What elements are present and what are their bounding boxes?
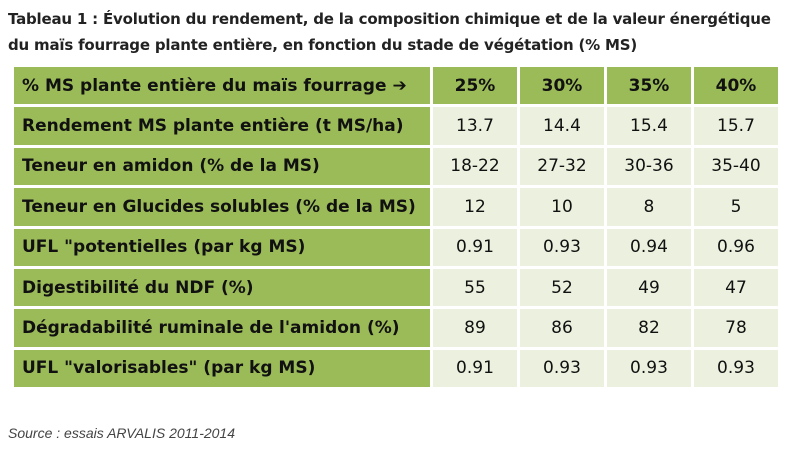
table-cell: 89 [432,309,517,347]
caption-line-1: Tableau 1 : Évolution du rendement, de l… [8,10,771,28]
table-cell: 78 [693,309,778,347]
header-column-40: 40% [693,67,778,105]
table-cell: 5 [693,188,778,226]
data-table-container: % MS plante entière du maïs fourrage ➔ 25… [11,64,781,390]
table-cell: 10 [519,188,604,226]
table-cell: 82 [606,309,691,347]
table-cell: 47 [693,268,778,307]
table-cell: 35-40 [693,147,778,186]
table-caption: Tableau 1 : Évolution du rendement, de l… [8,6,788,58]
table-cell: 0.91 [432,228,517,266]
table-cell: 0.91 [432,349,517,387]
table-cell: 52 [519,268,604,307]
table-cell: 0.93 [519,349,604,387]
table-cell: 55 [432,268,517,307]
table-row: Teneur en amidon (% de la MS) 18-22 27-3… [14,147,778,186]
table-cell: 27-32 [519,147,604,186]
table-header-row: % MS plante entière du maïs fourrage ➔ 25… [14,67,778,105]
table-row: UFL "valorisables" (par kg MS) 0.91 0.93… [14,349,778,387]
table-cell: 18-22 [432,147,517,186]
header-column-35: 35% [606,67,691,105]
row-label: Rendement MS plante entière (t MS/ha) [14,107,430,145]
table-row: Dégradabilité ruminale de l'amidon (%) 8… [14,309,778,347]
table-cell: 0.93 [519,228,604,266]
table-cell: 12 [432,188,517,226]
table-cell: 13.7 [432,107,517,145]
table-cell: 0.96 [693,228,778,266]
row-label: Teneur en Glucides solubles (% de la MS) [14,188,430,226]
table-cell: 8 [606,188,691,226]
right-arrow-icon: ➔ [392,75,407,96]
table-cell: 15.7 [693,107,778,145]
row-label: Teneur en amidon (% de la MS) [14,147,430,186]
table-row: Teneur en Glucides solubles (% de la MS)… [14,188,778,226]
row-label: Digestibilité du NDF (%) [14,268,430,307]
header-label: % MS plante entière du maïs fourrage [22,75,387,96]
caption-line-2: du maïs fourrage plante entière, en fonc… [8,36,637,54]
table-cell: 0.93 [606,349,691,387]
table-row: UFL "potentielles (par kg MS) 0.91 0.93 … [14,228,778,266]
row-label: Dégradabilité ruminale de l'amidon (%) [14,309,430,347]
table-cell: 0.94 [606,228,691,266]
table-cell: 86 [519,309,604,347]
table-cell: 49 [606,268,691,307]
table-cell: 15.4 [606,107,691,145]
header-label-cell: % MS plante entière du maïs fourrage ➔ [14,67,430,105]
table-cell: 30-36 [606,147,691,186]
table-row: Rendement MS plante entière (t MS/ha) 13… [14,107,778,145]
table-cell: 0.93 [693,349,778,387]
header-column-25: 25% [432,67,517,105]
source-note: Source : essais ARVALIS 2011-2014 [8,425,235,441]
table-cell: 14.4 [519,107,604,145]
row-label: UFL "valorisables" (par kg MS) [14,349,430,387]
header-column-30: 30% [519,67,604,105]
data-table: % MS plante entière du maïs fourrage ➔ 25… [11,64,781,390]
table-row: Digestibilité du NDF (%) 55 52 49 47 [14,268,778,307]
row-label: UFL "potentielles (par kg MS) [14,228,430,266]
